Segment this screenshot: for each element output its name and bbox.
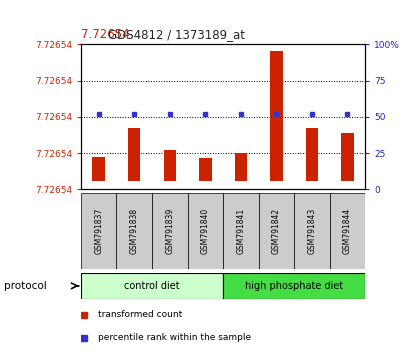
Text: 7.72654: 7.72654 (81, 28, 133, 41)
Text: GSM791839: GSM791839 (165, 208, 174, 254)
Bar (294, 193, 330, 269)
Text: GSM791841: GSM791841 (236, 208, 245, 254)
Bar (164, 150, 176, 181)
Bar (341, 133, 354, 181)
Text: GSM791843: GSM791843 (308, 208, 316, 254)
Text: GSM791840: GSM791840 (201, 208, 210, 254)
Bar (223, 273, 365, 299)
Bar (128, 128, 140, 181)
Text: percentile rank within the sample: percentile rank within the sample (98, 333, 251, 342)
Bar (259, 193, 294, 269)
Text: GSM791837: GSM791837 (94, 208, 103, 254)
Bar (270, 51, 283, 181)
Bar (199, 158, 212, 181)
Text: GSM791842: GSM791842 (272, 208, 281, 254)
Bar (152, 193, 188, 269)
Text: GSM791844: GSM791844 (343, 208, 352, 254)
Bar (81, 193, 117, 269)
Bar (306, 128, 318, 181)
Bar (188, 193, 223, 269)
Text: GSM791838: GSM791838 (130, 208, 139, 254)
Bar (223, 193, 259, 269)
Bar (93, 157, 105, 181)
Bar (234, 153, 247, 181)
Text: protocol: protocol (4, 281, 47, 291)
Bar (330, 193, 365, 269)
Text: transformed count: transformed count (98, 310, 182, 319)
Bar (117, 193, 152, 269)
Text: GDS4812 / 1373189_at: GDS4812 / 1373189_at (108, 28, 245, 41)
Bar (81, 273, 223, 299)
Text: high phosphate diet: high phosphate diet (245, 281, 343, 291)
Text: control diet: control diet (124, 281, 180, 291)
